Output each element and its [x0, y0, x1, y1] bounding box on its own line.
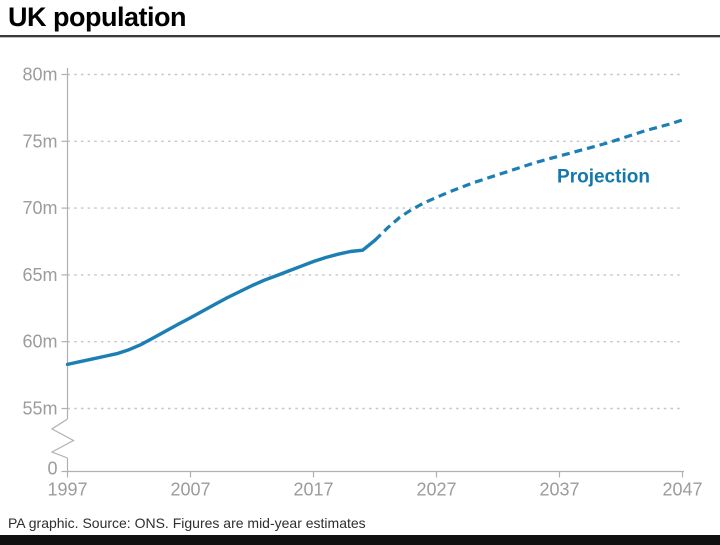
y-axis-break [50, 418, 75, 459]
y-tick-label-60m: 60m [22, 332, 57, 352]
series-line-solid [65, 238, 377, 367]
x-tick-label-2007: 2007 [170, 480, 210, 500]
bottom-bar [0, 535, 720, 545]
y-tick-label-zero: 0 [47, 459, 57, 479]
x-tick-label-2047: 2047 [662, 480, 702, 500]
source-note: PA graphic. Source: ONS. Figures are mid… [8, 515, 366, 531]
y-tick-label-80m: 80m [22, 65, 57, 85]
projection-label: Projection [557, 167, 650, 188]
y-tick-label-55m: 55m [22, 399, 57, 419]
x-tick-label-2027: 2027 [416, 480, 456, 500]
y-tick-label-75m: 75m [22, 131, 57, 151]
y-tick-label-65m: 65m [22, 265, 57, 285]
x-tick-label-2037: 2037 [539, 480, 579, 500]
x-tick-label-1997: 1997 [47, 480, 87, 500]
y-tick-label-70m: 70m [22, 198, 57, 218]
series-line-dashed [373, 118, 683, 242]
chart-title: UK population [8, 2, 186, 32]
x-tick-label-2017: 2017 [293, 480, 333, 500]
title-divider [0, 35, 720, 38]
